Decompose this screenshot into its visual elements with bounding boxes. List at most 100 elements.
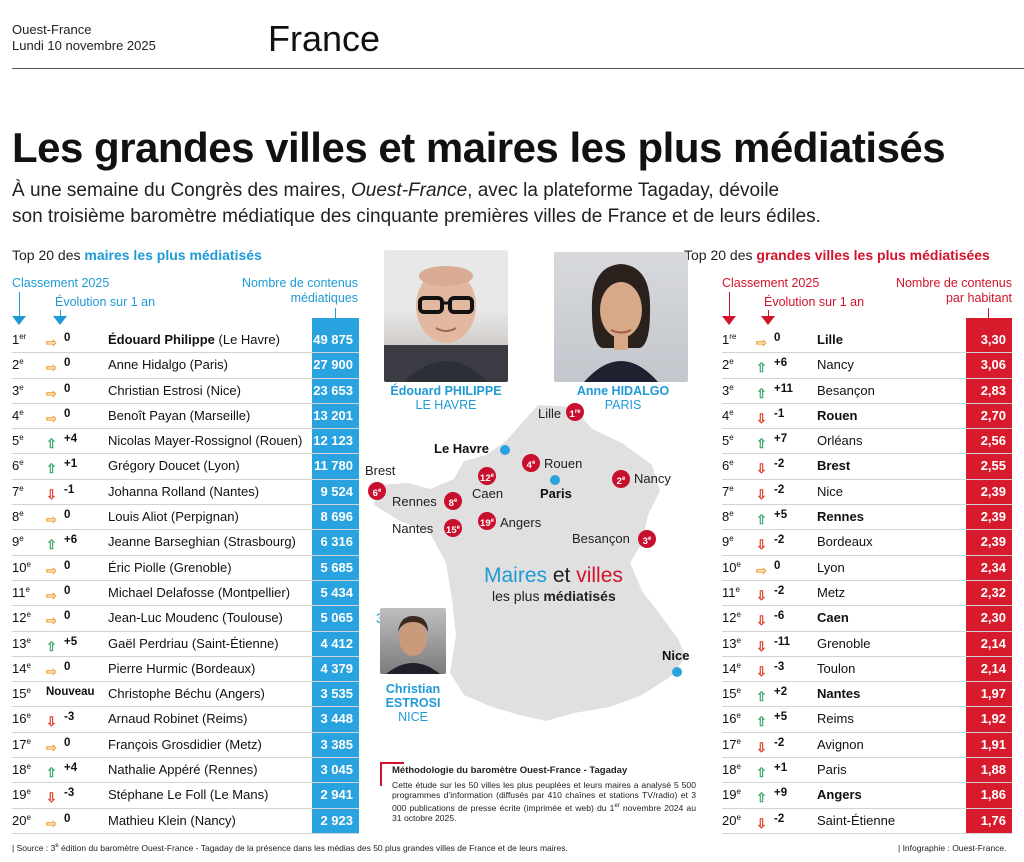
evolution-value: 0 xyxy=(64,584,71,597)
mayors-value-column xyxy=(312,318,359,834)
trend-down-icon: ⇩ xyxy=(756,461,767,477)
publication-name: Ouest-France xyxy=(12,22,92,37)
evolution-value: +9 xyxy=(774,787,788,800)
portrait-estrosi xyxy=(380,608,446,674)
cities-rank-pointer-icon xyxy=(722,316,736,325)
city-row: 18e ⇧ +1 Paris 1,88 xyxy=(722,758,1012,784)
evolution-value: -2 xyxy=(774,812,785,825)
trend-stable-icon: ⇨ xyxy=(46,663,57,679)
city-row: 5e ⇧ +7 Orléans 2,56 xyxy=(722,429,1012,455)
mayor-name: François Grosdidier (Metz) xyxy=(108,736,262,752)
mayor-row: 9e ⇧ +6 Jeanne Barseghian (Strasbourg) 6 316 xyxy=(12,530,359,556)
value: 1,76 xyxy=(980,812,1006,828)
mayor-row: 7e ⇩ -1 Johanna Rolland (Nantes) 9 524 xyxy=(12,480,359,506)
mayors-col-value-l1: Nombre de contenus xyxy=(241,276,358,290)
evolution-value: -2 xyxy=(774,483,785,496)
city-row: 7e ⇩ -2 Nice 2,39 xyxy=(722,480,1012,506)
mayor-row: 15e Nouveau Christophe Béchu (Angers) 3 535 xyxy=(12,682,359,708)
mayors-evo-guide xyxy=(60,310,61,316)
evolution-value: 0 xyxy=(64,736,71,749)
trend-down-icon: ⇩ xyxy=(756,537,767,553)
mayors-col-value: Nombre de contenus médiatiques xyxy=(226,276,358,306)
map-badge-rouen: 4e xyxy=(522,454,540,472)
evolution-value: 0 xyxy=(64,407,71,420)
rank: 3e xyxy=(722,382,734,398)
rank: 13e xyxy=(12,635,31,651)
evolution-value: +11 xyxy=(774,382,793,395)
city-name: Orléans xyxy=(817,433,863,449)
evolution-value: +6 xyxy=(774,357,788,370)
map-badge-angers: 19e xyxy=(478,512,496,530)
rank: 13e xyxy=(722,635,741,651)
value: 1,97 xyxy=(980,686,1006,702)
cities-col-value-l1: Nombre de contenus xyxy=(895,276,1012,290)
mayor-name: Michael Delafosse (Montpellier) xyxy=(108,584,291,600)
evolution-value: 0 xyxy=(64,382,71,395)
cities-value-column xyxy=(966,318,1012,834)
portrait-estrosi-illustration xyxy=(386,616,440,674)
rank: 11e xyxy=(722,584,740,600)
map-badge-besancon: 3e xyxy=(638,530,656,548)
rank: 10e xyxy=(12,559,31,575)
cities-col-evolution: Évolution sur 1 an xyxy=(764,295,865,309)
trend-up-icon: ⇧ xyxy=(46,461,57,477)
city-name: Nantes xyxy=(817,686,861,702)
rank: 18e xyxy=(12,762,31,778)
mayor-row: 4e ⇨ 0 Benoît Payan (Marseille) 13 201 xyxy=(12,404,359,430)
rank: 6e xyxy=(722,458,734,474)
city-name: Avignon xyxy=(817,736,864,752)
value: 9 524 xyxy=(320,483,353,499)
trend-stable-icon: ⇨ xyxy=(46,512,57,528)
cities-title-prefix: Top 20 des xyxy=(684,247,757,263)
value: 1,91 xyxy=(980,736,1006,752)
city-name: Rennes xyxy=(817,509,864,525)
trend-down-icon: ⇩ xyxy=(756,739,767,755)
map-label-besancon: Besançon xyxy=(572,531,630,546)
portrait-hidalgo-illustration xyxy=(584,264,658,382)
map-label-lille: Lille xyxy=(538,406,562,421)
mayor-name: Christophe Béchu (Angers) xyxy=(108,686,265,702)
mayors-title-prefix: Top 20 des xyxy=(12,247,85,263)
trend-up-icon: ⇧ xyxy=(756,436,767,452)
lead-line2: son troisième baromètre médiatique des c… xyxy=(12,206,821,227)
rank: 7e xyxy=(12,483,24,499)
value: 1,92 xyxy=(980,711,1006,727)
methodology-title: Méthodologie du baromètre Ouest-France -… xyxy=(392,765,628,776)
rank: 9e xyxy=(12,534,24,550)
mayors-rank-pointer-icon xyxy=(12,316,26,325)
evolution-value: +5 xyxy=(774,711,788,724)
trend-down-icon: ⇩ xyxy=(46,790,57,806)
evolution-value: +2 xyxy=(774,686,788,699)
map-badge-caen: 12e xyxy=(478,467,496,485)
publication-date: Lundi 10 novembre 2025 xyxy=(12,38,156,53)
mayors-evo-pointer-icon xyxy=(53,316,67,325)
rank: 12e xyxy=(12,610,31,626)
city-row: 20e ⇩ -2 Saint-Étienne 1,76 xyxy=(722,809,1012,834)
value: 2,39 xyxy=(980,534,1006,550)
trend-down-icon: ⇩ xyxy=(756,613,767,629)
map-label-nice: Nice xyxy=(662,648,690,663)
evolution-value: +1 xyxy=(64,458,78,471)
value: 8 696 xyxy=(320,509,353,525)
value: 13 201 xyxy=(313,407,353,423)
value: 3 045 xyxy=(320,762,353,778)
rank: 16e xyxy=(722,711,741,727)
city-name: Toulon xyxy=(817,660,856,676)
evolution-value: -11 xyxy=(774,635,790,648)
mayor-name: Jean-Luc Moudenc (Toulouse) xyxy=(108,610,283,626)
evolution-value: -2 xyxy=(774,736,785,749)
evolution-value: +6 xyxy=(64,534,78,547)
mayor-name: Éric Piolle (Grenoble) xyxy=(108,559,232,575)
city-row: 2e ⇧ +6 Nancy 3,06 xyxy=(722,353,1012,379)
portrait-philippe-illustration xyxy=(384,266,508,382)
value: 4 412 xyxy=(320,635,353,651)
evolution-value: +4 xyxy=(64,433,78,446)
evolution-value: -3 xyxy=(64,787,75,800)
evolution-value: 0 xyxy=(774,332,781,344)
evolution-value: 0 xyxy=(64,610,71,623)
mayor-name: Nicolas Mayer-Rossignol (Rouen) xyxy=(108,433,303,449)
city-row: 6e ⇩ -2 Brest 2,55 xyxy=(722,454,1012,480)
city-name: Besançon xyxy=(817,382,875,398)
value: 5 685 xyxy=(320,559,353,575)
cities-title-highlight: grandes villes les plus médiatisées xyxy=(756,247,990,263)
